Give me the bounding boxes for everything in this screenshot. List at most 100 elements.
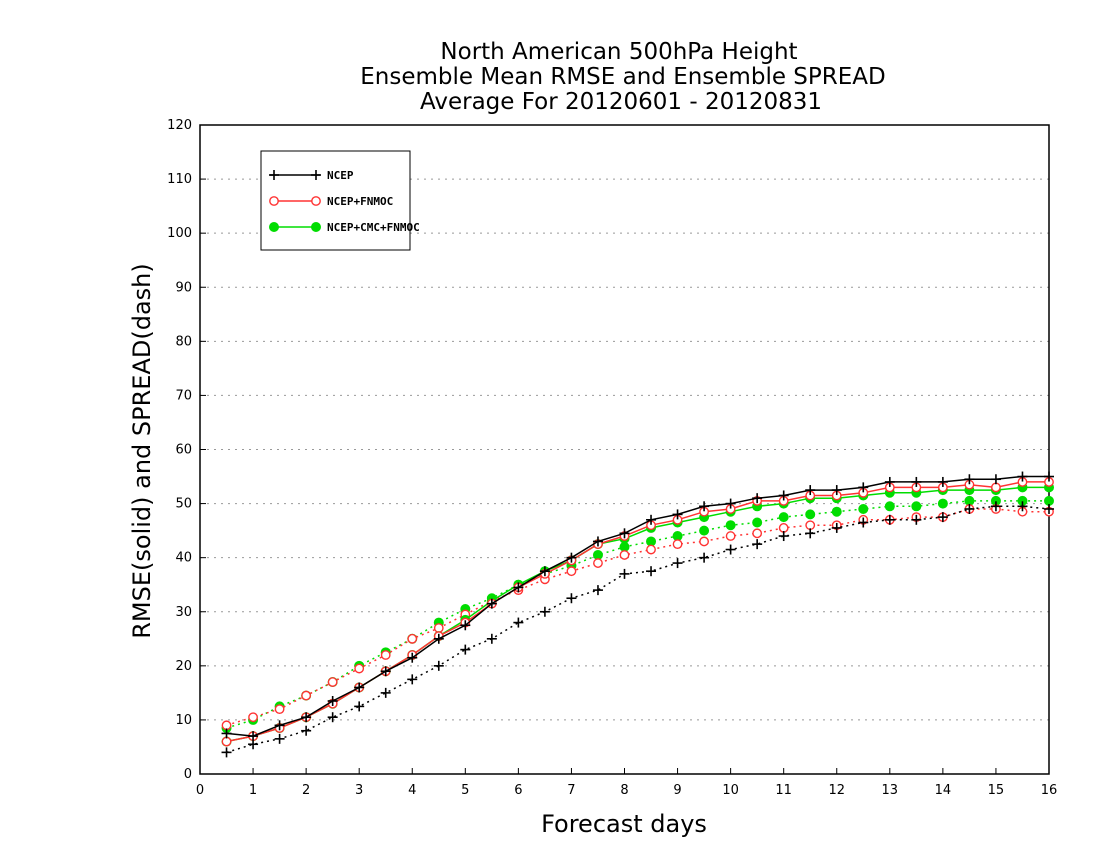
y-tick-label: 10 — [175, 713, 192, 728]
data-point-ncep-cmc-fnmoc-spread — [937, 498, 948, 509]
data-point-ncep-rmse — [858, 482, 869, 493]
grid-lines — [200, 178, 1049, 721]
data-point-ncep-fnmoc-rmse — [991, 482, 1001, 493]
legend-marker-right — [311, 196, 321, 206]
data-point-ncep-spread — [1044, 503, 1054, 514]
data-point-ncep-rmse — [699, 501, 710, 512]
legend-marker-ncep-cmc-fnmoc — [269, 222, 321, 232]
data-point-ncep-cmc-fnmoc-spread — [752, 517, 763, 528]
data-point-ncep-rmse — [619, 528, 630, 539]
legend: NCEP NCEP+FNMOC NCEP+CMC+FNMOC — [260, 150, 420, 251]
data-point-ncep-rmse — [964, 474, 975, 485]
data-point-ncep-cmc-fnmoc-spread — [592, 549, 603, 560]
data-point-ncep-cmc-fnmoc-spread — [778, 512, 789, 523]
data-point-ncep-spread — [566, 593, 577, 604]
y-tick-label: 110 — [167, 172, 192, 187]
legend-marker-left — [269, 196, 279, 206]
legend-label-ncep-fnmoc: NCEP+FNMOC — [327, 195, 393, 208]
data-point-ncep-spread — [964, 503, 975, 514]
legend-label-ncep-cmc-fnmoc: NCEP+CMC+FNMOC — [327, 221, 420, 234]
data-point-ncep-rmse — [274, 720, 285, 731]
data-point-ncep-spread — [778, 531, 789, 542]
legend-marker-right — [311, 222, 321, 232]
data-point-ncep-spread — [380, 687, 391, 698]
data-point-ncep-rmse — [778, 490, 789, 501]
data-point-ncep-fnmoc-spread — [699, 536, 709, 547]
data-point-ncep-spread — [1017, 501, 1028, 512]
data-point-ncep-cmc-fnmoc-spread — [858, 503, 869, 514]
data-point-ncep-spread — [911, 514, 922, 525]
chart-title-line-2: Ensemble Mean RMSE and Ensemble SPREAD — [360, 64, 885, 90]
y-tick-label: 20 — [175, 659, 192, 674]
y-tick-label: 0 — [184, 767, 192, 782]
data-point-ncep-rmse — [301, 712, 312, 723]
data-point-ncep-rmse — [248, 731, 259, 742]
y-tick-label: 80 — [175, 334, 192, 349]
series-line-ncep-fnmoc-rmse — [226, 481, 1049, 743]
data-point-ncep-rmse — [672, 509, 683, 520]
data-point-ncep-rmse — [407, 652, 418, 663]
data-point-ncep-fnmoc-spread — [407, 633, 418, 644]
data-point-ncep-rmse — [1017, 471, 1028, 482]
x-tick-label: 12 — [828, 783, 845, 798]
data-point-ncep-cmc-fnmoc-spread — [725, 520, 736, 531]
data-point-ncep-rmse — [592, 536, 603, 547]
x-tick-label: 16 — [1041, 783, 1058, 798]
data-point-ncep-spread — [486, 633, 497, 644]
chart-title-line-3: Average For 20120601 - 20120831 — [420, 89, 822, 115]
data-point-ncep-fnmoc-spread — [327, 677, 338, 687]
data-point-ncep-rmse — [460, 620, 471, 631]
data-point-ncep-fnmoc-spread — [672, 539, 683, 550]
data-point-ncep-spread — [831, 522, 842, 533]
data-point-ncep-rmse — [911, 476, 922, 487]
data-point-ncep-spread — [433, 660, 444, 671]
x-tick-label: 0 — [196, 783, 204, 798]
x-tick-label: 3 — [355, 783, 363, 798]
data-point-ncep-fnmoc-spread — [301, 690, 312, 701]
y-tick-label: 90 — [175, 280, 192, 295]
data-point-ncep-fnmoc-spread — [778, 523, 789, 533]
data-point-ncep-spread — [221, 747, 232, 758]
data-point-ncep-rmse — [646, 514, 657, 525]
data-point-ncep-fnmoc-spread — [274, 704, 285, 714]
data-point-ncep-fnmoc-spread — [752, 528, 763, 539]
chart-title-line-1: North American 500hPa Height — [440, 39, 797, 65]
data-point-ncep-rmse — [831, 485, 842, 496]
data-point-ncep-fnmoc-spread — [566, 566, 577, 577]
data-point-ncep-fnmoc-spread — [725, 531, 736, 541]
x-tick-label: 5 — [461, 783, 469, 798]
data-point-ncep-rmse — [1044, 471, 1054, 482]
data-point-ncep-spread — [805, 528, 816, 539]
data-point-ncep-cmc-fnmoc-spread — [884, 501, 895, 512]
data-point-ncep-rmse — [884, 476, 895, 487]
data-point-ncep-fnmoc-spread — [354, 663, 365, 674]
x-tick-label: 14 — [935, 783, 952, 798]
data-point-ncep-rmse — [725, 498, 736, 509]
y-axis-label: RMSE(solid) and SPREAD(dash) — [128, 263, 156, 639]
data-point-ncep-spread — [327, 712, 338, 723]
data-point-ncep-rmse — [486, 598, 497, 609]
data-point-ncep-cmc-fnmoc-spread — [699, 525, 710, 536]
series-line-ncep-cmc-fnmoc-rmse — [226, 486, 1049, 743]
legend-marker-right — [311, 170, 321, 180]
data-point-ncep-rmse — [380, 666, 391, 677]
x-tick-label: 10 — [722, 783, 739, 798]
data-point-ncep-spread — [619, 568, 630, 579]
data-point-ncep-spread — [513, 617, 524, 628]
x-tick-label: 9 — [673, 783, 681, 798]
data-point-ncep-spread — [592, 585, 603, 596]
series-lines — [221, 471, 1054, 758]
data-point-ncep-rmse — [221, 728, 232, 739]
data-point-ncep-rmse — [327, 695, 338, 706]
series-line-ncep-spread — [226, 505, 1050, 754]
data-point-ncep-spread — [646, 566, 657, 577]
data-point-ncep-rmse — [433, 633, 444, 644]
legend-label-ncep: NCEP — [327, 169, 354, 182]
data-point-ncep-rmse — [752, 493, 763, 504]
y-tick-label: 30 — [175, 605, 192, 620]
data-point-ncep-spread — [407, 674, 418, 685]
y-tick-label: 70 — [175, 388, 192, 403]
y-tick-label: 60 — [175, 443, 192, 458]
